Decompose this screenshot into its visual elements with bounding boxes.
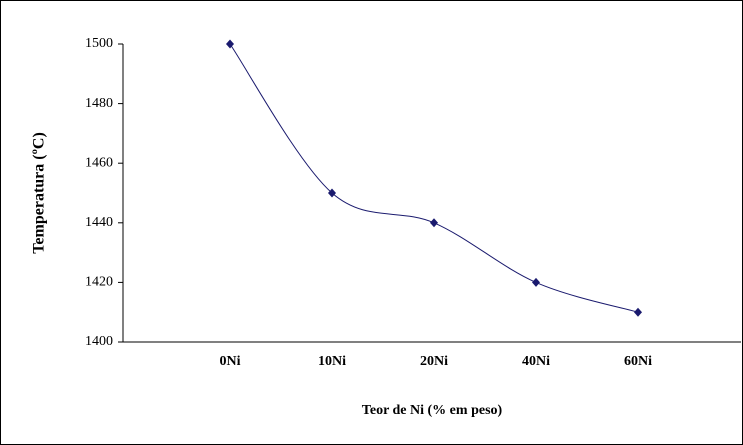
x-tick-label: 10Ni	[318, 354, 346, 369]
y-tick-label: 1400	[85, 334, 113, 349]
x-tick-label: 20Ni	[420, 354, 448, 369]
x-tick-label: 0Ni	[220, 354, 241, 369]
marker	[226, 39, 234, 49]
x-tick-label: 40Ni	[522, 354, 550, 369]
marker	[532, 277, 540, 287]
y-axis-title: Temperatura (ºC)	[31, 132, 48, 254]
y-tick-label: 1440	[85, 215, 113, 230]
marker	[634, 307, 642, 317]
x-axis-title: Teor de Ni (% em peso)	[362, 403, 503, 418]
y-tick-label: 1460	[85, 155, 113, 170]
marker	[430, 218, 438, 228]
line	[229, 43, 639, 313]
y-tick-label: 1500	[85, 36, 113, 51]
marker	[328, 188, 336, 198]
y-tick-label: 1480	[85, 96, 113, 111]
y-tick-label: 1420	[85, 275, 113, 290]
x-tick-label: 60Ni	[624, 354, 652, 369]
